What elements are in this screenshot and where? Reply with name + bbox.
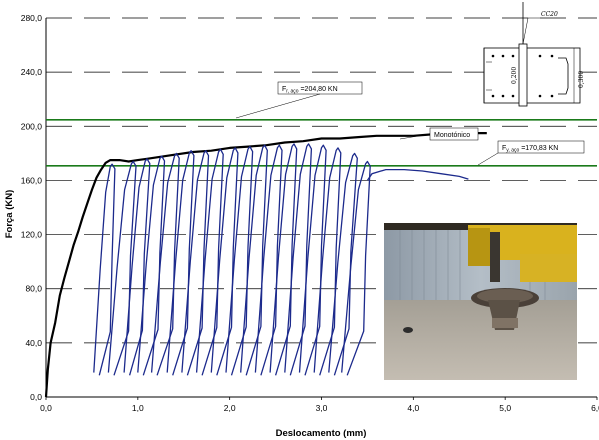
y-tick-label: 0,0 xyxy=(30,392,42,402)
ref-label-fy-sub: y, aço xyxy=(506,148,519,154)
cycle-loop-14 xyxy=(284,143,313,376)
cycle-loop-5 xyxy=(150,152,180,376)
x-tick-label: 4,0 xyxy=(407,403,419,413)
cycle-loop-18 xyxy=(341,160,371,376)
cross-section-diagram: CC20 0,200 0,300 xyxy=(483,2,585,107)
cycle-loop-1 xyxy=(93,163,116,376)
x-tick-label: 0,0 xyxy=(40,403,52,413)
y-tick-label: 160,0 xyxy=(21,175,43,185)
cycle-loop-10 xyxy=(225,145,254,376)
y-axis-title: Força (KN) xyxy=(4,190,15,239)
cycle-loop-9 xyxy=(210,147,239,376)
y-tick-label: 240,0 xyxy=(21,67,43,77)
y-tick-labels: 0,0 40,0 80,0 120,0 160,0 200,0 240,0 280,0 xyxy=(21,13,43,402)
reference-lines xyxy=(46,118,597,167)
series xyxy=(44,132,487,398)
ref-label-box-fy xyxy=(497,140,585,154)
series-line-monotonico xyxy=(44,132,487,398)
y-tick-label: 80,0 xyxy=(25,284,42,294)
y-tick-label: 280,0 xyxy=(21,13,43,23)
cycle-tail xyxy=(366,168,469,181)
ref-label-fy-value: =170,83 KN xyxy=(519,145,558,152)
cycle-loop-13 xyxy=(269,143,298,376)
test-specimen-photo xyxy=(384,223,577,380)
x-tick-label: 3,0 xyxy=(316,403,328,413)
x-tick-labels: 0,0 1,0 2,0 3,0 4,0 5,0 6,0 xyxy=(40,397,599,413)
y-tick-label: 200,0 xyxy=(21,121,43,131)
cycle-loop-12 xyxy=(254,144,283,376)
ref-label-fy-main: F xyxy=(502,145,506,152)
y-tick-label: 40,0 xyxy=(25,338,42,348)
cycle-loop-7 xyxy=(181,150,210,376)
ref-label-fy: Fy, aço =170,83 KN xyxy=(502,145,558,154)
y-tick-label: 120,0 xyxy=(21,230,43,240)
cycle-loop-11 xyxy=(240,144,268,376)
x-axis-title: Deslocamento (mm) xyxy=(276,428,367,439)
cycle-loop-4 xyxy=(137,155,166,376)
section-height-label: 0,200 xyxy=(511,67,518,84)
annotations: Fr, aço =204,80 KN Fy, aço =170,83 KN Mo… xyxy=(235,81,585,166)
x-tick-label: 6,0 xyxy=(591,403,599,413)
x-tick-label: 2,0 xyxy=(224,403,236,413)
section-label: CC20 xyxy=(541,11,558,18)
cycle-loop-6 xyxy=(166,150,195,376)
series-label-monotonico: Monotónico xyxy=(434,132,470,139)
ref-label-fr: Fr, aço =204,80 KN xyxy=(282,86,338,95)
cycle-loop-17 xyxy=(328,152,358,376)
x-tick-label: 1,0 xyxy=(132,403,144,413)
cycle-loop-8 xyxy=(195,148,224,376)
ref-label-fr-main: F xyxy=(282,86,286,93)
ref-label-fr-value: =204,80 KN xyxy=(299,86,338,93)
section-width-label: 0,300 xyxy=(578,71,585,88)
cycle-loop-16 xyxy=(313,147,342,376)
cycle-loop-15 xyxy=(298,144,327,376)
x-tick-label: 5,0 xyxy=(499,403,511,413)
ref-label-fr-sub: r, aço xyxy=(286,89,298,95)
